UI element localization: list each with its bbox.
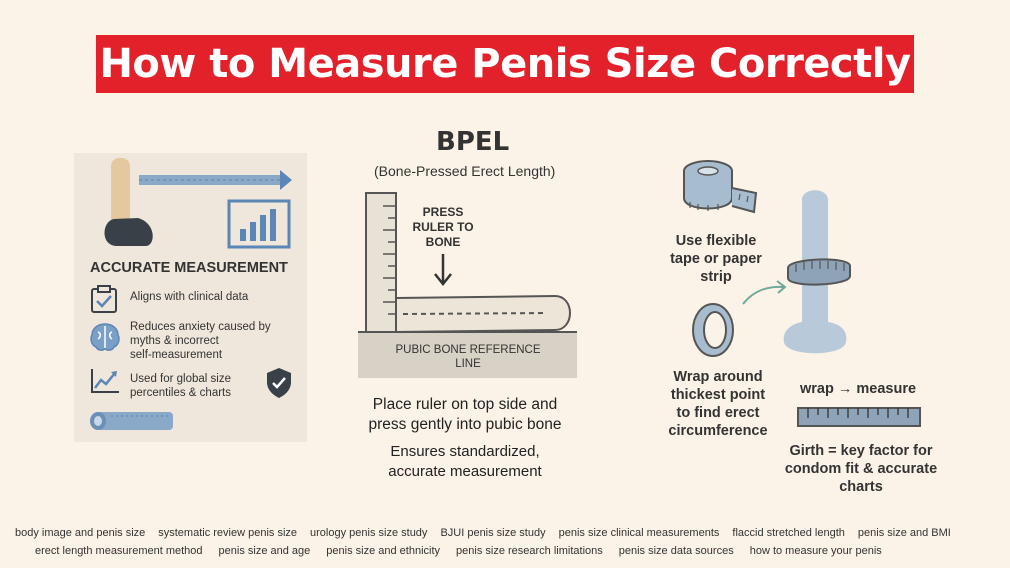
card-heading: ACCURATE MEASUREMENT: [90, 260, 288, 276]
bar-chart-icon: [227, 199, 291, 249]
arrow-bar: [139, 175, 282, 185]
footer-link[interactable]: penis size and BMI: [857, 527, 951, 539]
bpel-subtitle: (Bone-Pressed Erect Length): [374, 163, 556, 179]
footer-link[interactable]: urology penis size study: [310, 527, 428, 539]
pubic-bone-base: [358, 332, 577, 378]
item-reduces-anxiety: Reduces anxiety caused by myths & incorr…: [130, 321, 271, 361]
title-banner: How to Measure Penis Size Correctly: [96, 35, 914, 93]
footer-link[interactable]: erect length measurement method: [35, 545, 203, 557]
brain-icon: [90, 323, 120, 351]
bpel-diagram: [358, 192, 577, 378]
shaft-shape: [111, 158, 130, 226]
bpel-note: Ensures standardized, accurate measureme…: [388, 443, 542, 480]
bpel-title: BPEL: [436, 127, 510, 157]
item-global-percentiles: Used for global size percentiles & chart…: [130, 373, 231, 399]
ruler-vertical: [365, 192, 397, 333]
shaft-outline: [395, 294, 571, 334]
base-shape: [104, 218, 153, 246]
down-arrow-icon: [434, 273, 452, 287]
measurement-illustration: [104, 158, 292, 249]
wrap-band: [787, 258, 851, 286]
trend-chart-icon: [91, 369, 119, 393]
wrap-measure-label: wrap → measure: [800, 381, 917, 397]
pubic-bone-label: PUBIC BONE REFERENCE LINE: [395, 344, 541, 370]
ring-icon: [692, 303, 734, 357]
tape-measure-icon: [683, 160, 758, 214]
girth-model-illustration: [742, 190, 851, 354]
footer-link[interactable]: flaccid stretched length: [732, 527, 845, 539]
bpel-instruction: Place ruler on top side and press gently…: [368, 396, 562, 433]
footer-link[interactable]: penis size clinical measurements: [558, 527, 720, 539]
footer-link[interactable]: body image and penis size: [15, 527, 146, 539]
arrow-head-icon: [280, 170, 292, 190]
tape-roll-icon: [90, 412, 173, 430]
footer-row-2: erect length measurement method penis siz…: [35, 545, 1010, 557]
clipboard-check-icon: [91, 285, 117, 313]
curved-arrow-icon: [742, 285, 785, 305]
page-title: How to Measure Penis Size Correctly: [99, 41, 911, 87]
item-clinical-data: Aligns with clinical data: [130, 291, 249, 303]
footer-link[interactable]: penis size and ethnicity: [326, 545, 441, 557]
footer-link[interactable]: penis size and age: [218, 545, 311, 557]
tape-caption: Use flexible tape or paper strip: [670, 233, 762, 285]
footer-link[interactable]: BJUI penis size study: [440, 527, 546, 539]
footer-row-1: body image and penis size systematic revi…: [15, 527, 1010, 539]
footer-link[interactable]: systematic review penis size: [158, 527, 298, 539]
footer-link[interactable]: how to measure your penis: [749, 545, 882, 557]
flat-ruler-icon: [797, 407, 921, 427]
press-ruler-label: PRESS RULER TO BONE: [412, 205, 474, 249]
shield-check-icon: [267, 368, 291, 398]
girth-note: Girth = key factor for condom fit & accu…: [784, 443, 938, 495]
footer-link[interactable]: penis size data sources: [618, 545, 734, 557]
wrap-caption: Wrap around thickest point to find erect…: [668, 369, 768, 439]
footer-link[interactable]: penis size research limitations: [456, 545, 603, 557]
